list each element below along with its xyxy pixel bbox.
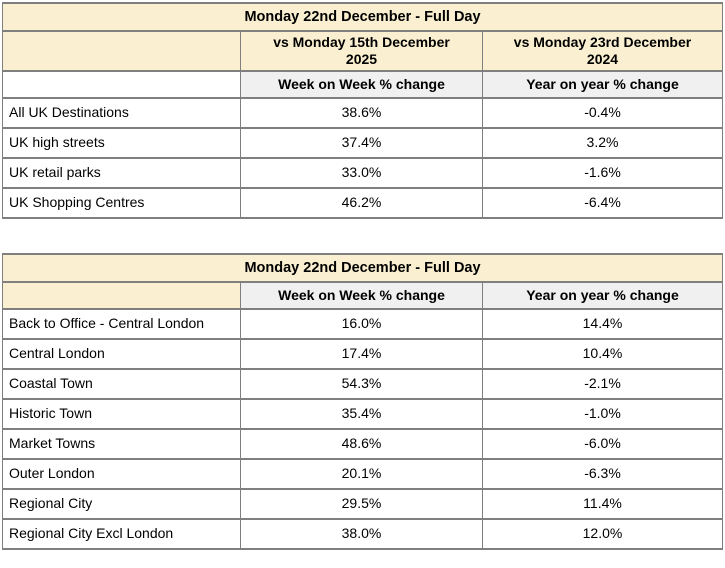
wow-value: 38.0%: [240, 518, 483, 550]
row-label: UK Shopping Centres: [2, 187, 241, 219]
row-label: Coastal Town: [2, 368, 241, 400]
table1-wow-header: Week on Week % change: [240, 70, 483, 99]
yoy-value: 12.0%: [482, 518, 723, 550]
table1-yoy-header: Year on year % change: [482, 70, 723, 99]
table1-comparison-header-row: vs Monday 15th December 2025 vs Monday 2…: [2, 30, 723, 72]
wow-value: 16.0%: [240, 308, 483, 340]
wow-value: 46.2%: [240, 187, 483, 219]
table-row: Regional City Excl London 38.0% 12.0%: [2, 518, 723, 550]
table-row: Historic Town 35.4% -1.0%: [2, 398, 723, 430]
yoy-value: -1.6%: [482, 157, 723, 189]
table-row: Outer London 20.1% -6.3%: [2, 458, 723, 490]
yoy-value: 3.2%: [482, 127, 723, 159]
table1-title: Monday 22nd December - Full Day: [2, 2, 723, 32]
table-row: Back to Office - Central London 16.0% 14…: [2, 308, 723, 340]
row-label: UK retail parks: [2, 157, 241, 189]
uk-destinations-table: Monday 22nd December - Full Day vs Monda…: [2, 2, 723, 219]
row-label: Market Towns: [2, 428, 241, 460]
table-row: Market Towns 48.6% -6.0%: [2, 428, 723, 460]
table2-wow-header: Week on Week % change: [240, 281, 483, 310]
table1-vs-year-header: vs Monday 23rd December 2024: [482, 30, 723, 72]
row-label: Regional City: [2, 488, 241, 520]
wow-value: 17.4%: [240, 338, 483, 370]
row-label: Central London: [2, 338, 241, 370]
wow-value: 48.6%: [240, 428, 483, 460]
table1-corner-cell-white: [2, 70, 241, 99]
wow-value: 35.4%: [240, 398, 483, 430]
table-row: UK Shopping Centres 46.2% -6.4%: [2, 187, 723, 219]
yoy-value: -6.4%: [482, 187, 723, 219]
yoy-value: 11.4%: [482, 488, 723, 520]
yoy-value: 10.4%: [482, 338, 723, 370]
table1-metric-header-row: Week on Week % change Year on year % cha…: [2, 70, 723, 99]
table2-corner-cell-cream: [2, 281, 241, 310]
wow-value: 20.1%: [240, 458, 483, 490]
table-row: UK high streets 37.4% 3.2%: [2, 127, 723, 159]
table1-vs-week-header: vs Monday 15th December 2025: [240, 30, 483, 72]
table2-title: Monday 22nd December - Full Day: [2, 253, 723, 283]
wow-value: 38.6%: [240, 97, 483, 129]
yoy-value: -0.4%: [482, 97, 723, 129]
row-label: All UK Destinations: [2, 97, 241, 129]
row-label: UK high streets: [2, 127, 241, 159]
table2-metric-header-row: Week on Week % change Year on year % cha…: [2, 281, 723, 310]
table1-corner-cell-cream: [2, 30, 241, 72]
yoy-value: -6.3%: [482, 458, 723, 490]
wow-value: 29.5%: [240, 488, 483, 520]
table2-yoy-header: Year on year % change: [482, 281, 723, 310]
yoy-value: -6.0%: [482, 428, 723, 460]
wow-value: 37.4%: [240, 127, 483, 159]
table1-title-row: Monday 22nd December - Full Day: [2, 2, 723, 32]
table-row: All UK Destinations 38.6% -0.4%: [2, 97, 723, 129]
table-row: Coastal Town 54.3% -2.1%: [2, 368, 723, 400]
table1-vs-year-header-text: vs Monday 23rd December 2024: [513, 33, 692, 68]
wow-value: 54.3%: [240, 368, 483, 400]
table-row: UK retail parks 33.0% -1.6%: [2, 157, 723, 189]
table-row: Central London 17.4% 10.4%: [2, 338, 723, 370]
row-label: Outer London: [2, 458, 241, 490]
yoy-value: 14.4%: [482, 308, 723, 340]
row-label: Historic Town: [2, 398, 241, 430]
row-label: Back to Office - Central London: [2, 308, 241, 340]
wow-value: 33.0%: [240, 157, 483, 189]
table-row: Regional City 29.5% 11.4%: [2, 488, 723, 520]
table1-vs-week-header-text: vs Monday 15th December 2025: [273, 33, 450, 68]
yoy-value: -1.0%: [482, 398, 723, 430]
yoy-value: -2.1%: [482, 368, 723, 400]
table2-title-row: Monday 22nd December - Full Day: [2, 253, 723, 283]
location-types-table: Monday 22nd December - Full Day Week on …: [2, 253, 723, 550]
row-label: Regional City Excl London: [2, 518, 241, 550]
